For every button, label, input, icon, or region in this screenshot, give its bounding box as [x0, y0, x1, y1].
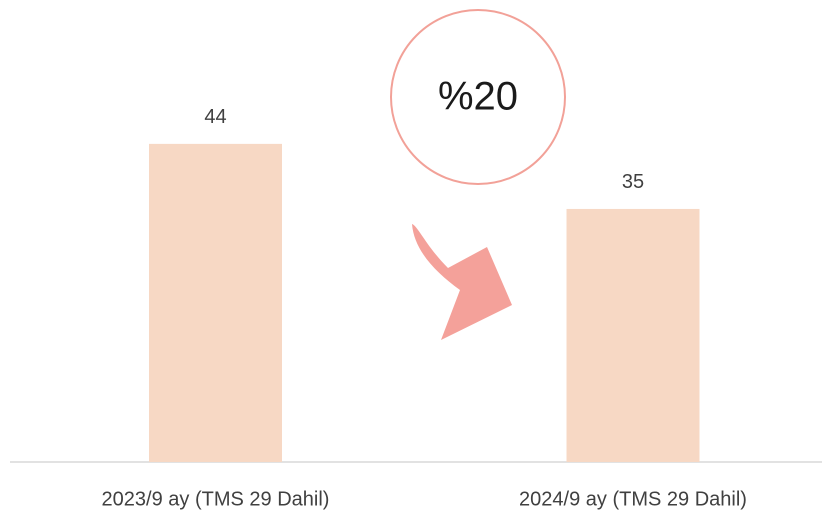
- decrease-arrow: [412, 224, 512, 340]
- annotation-circle: [390, 9, 566, 185]
- bar: [566, 208, 700, 462]
- x-tick-label: 2024/9 ay (TMS 29 Dahil): [519, 488, 747, 510]
- bar: [149, 143, 282, 462]
- annotation: %20: [438, 75, 518, 119]
- value-label: 44: [204, 106, 226, 128]
- value-label: 35: [622, 171, 644, 193]
- x-tick-label: 2023/9 ay (TMS 29 Dahil): [102, 488, 330, 510]
